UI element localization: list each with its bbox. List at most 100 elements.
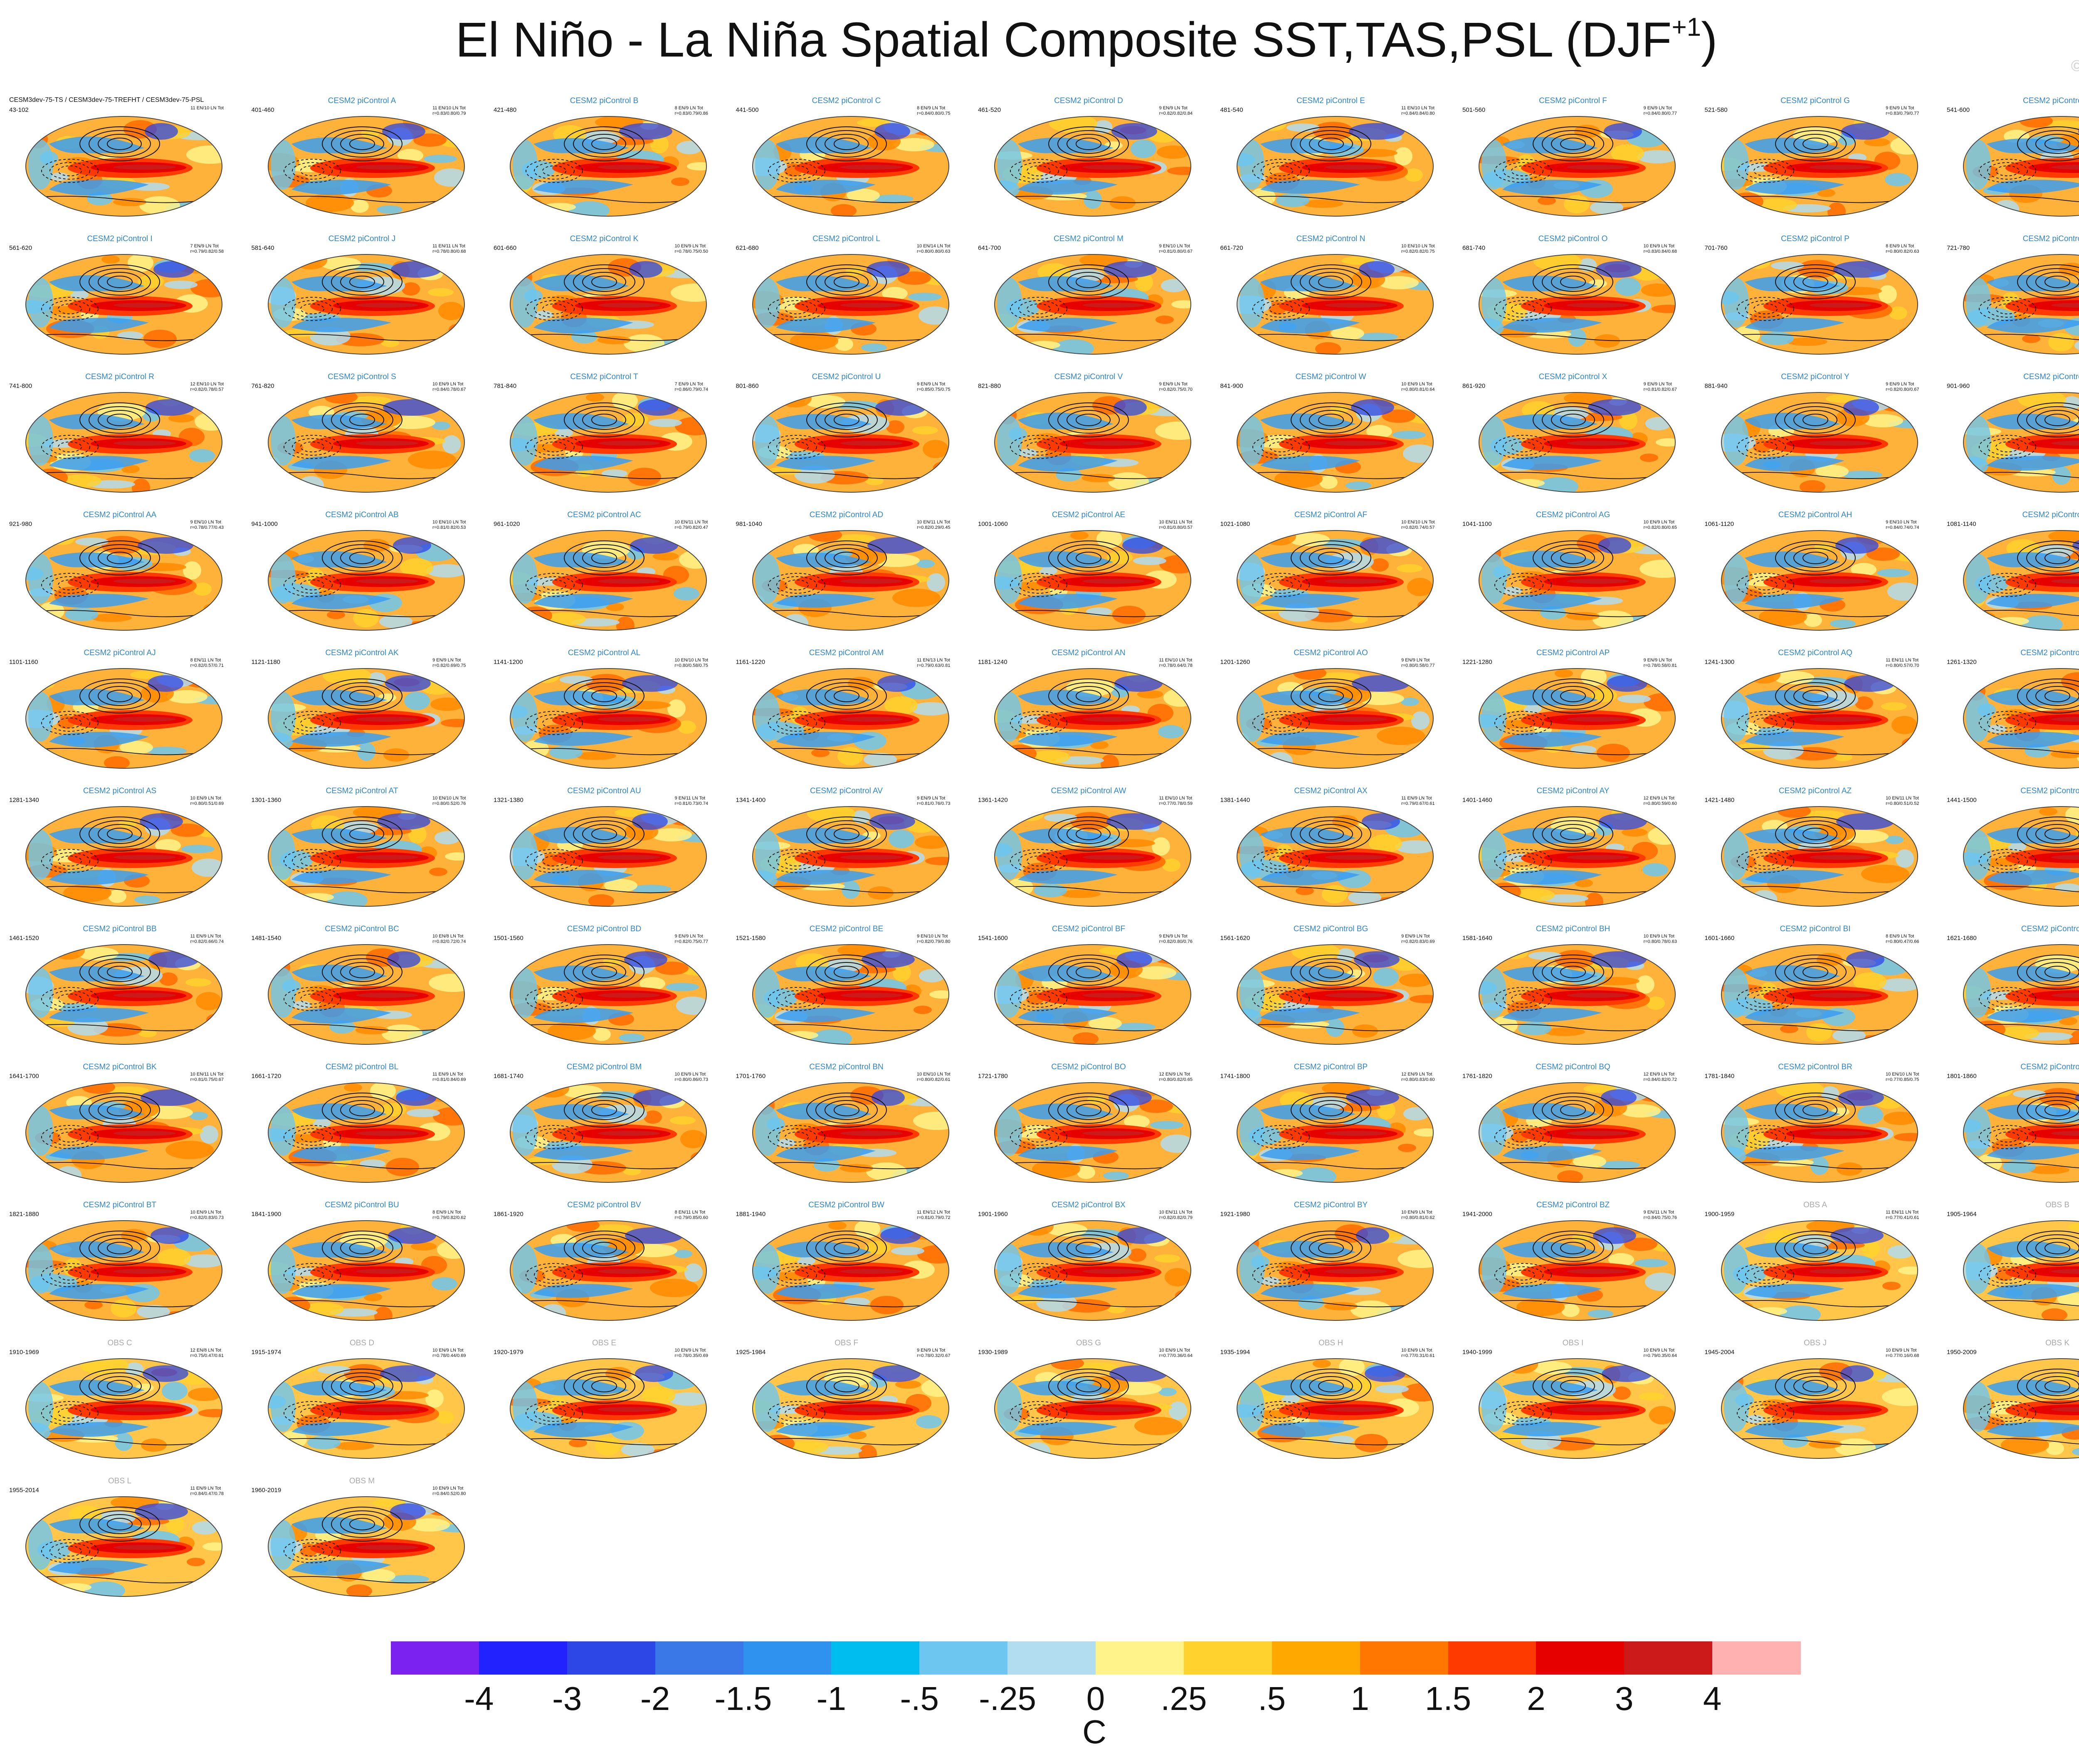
panel-years: 921-980: [9, 521, 32, 528]
panel-stats: 11 EN/10 LN Tot r=0.83/0.80/0.79: [432, 106, 466, 116]
colorbar-tick-label: .25: [1160, 1680, 1207, 1717]
map-panel: CESM2 piControl BR 1781-1840 10 EN/10 LN T…: [1699, 1063, 1932, 1187]
panel-title: CESM2 piControl BR: [1778, 1063, 1852, 1071]
panel-stats: 9 EN/9 LN Tot r=0.78/0.32/0.67: [917, 1348, 951, 1358]
colorbar-units: C: [1082, 1713, 1106, 1750]
panel-years: 1781-1840: [1704, 1073, 1735, 1080]
map-panel: CESM2 piControl E 481-540 11 EN/10 LN Tot …: [1215, 96, 1447, 221]
title-close: ): [1701, 12, 1718, 67]
map-panel: OBS C 1910-1969 12 EN/8 LN Tot r=0.75/0.47…: [3, 1339, 236, 1463]
map-plot: [1479, 392, 1676, 493]
map-panel: CESM2 piControl AF 1021-1080 10 EN/10 LN T…: [1215, 511, 1447, 635]
panel-title: CESM2 piControl AJ: [84, 649, 156, 657]
panel-stats: 9 EN/9 LN Tot r=0.84/0.80/0.77: [1643, 106, 1677, 116]
panel-title: CESM2 piControl U: [812, 373, 881, 381]
panel-years: 1021-1080: [1220, 521, 1250, 528]
panel-title: CESM2 piControl Y: [1781, 373, 1849, 381]
map-plot: [752, 806, 949, 907]
map-plot: [1721, 1220, 1918, 1321]
map-plot: [267, 806, 465, 907]
colorbar-cell: [831, 1641, 920, 1675]
title-text: El Niño - La Niña Spatial Composite SST,…: [455, 12, 1672, 67]
panel-years: 1821-1880: [9, 1211, 39, 1218]
panel-years: 1960-2019: [251, 1487, 281, 1494]
map-plot: [752, 530, 949, 631]
colorbar-tick-label: 4: [1703, 1680, 1722, 1717]
panel-stats: 10 EN/9 LN Tot r=0.78/0.75/0.50: [674, 244, 708, 254]
panel-title: CESM2 piControl AR: [2020, 649, 2079, 657]
map-panel: CESM2 piControl AN 1181-1240 11 EN/10 LN T…: [972, 649, 1205, 773]
panel-title: CESM2 piControl BD: [567, 925, 642, 933]
panel-years: 1801-1860: [1947, 1073, 1977, 1080]
panel-stats: 12 EN/9 LN Tot r=0.80/0.82/0.65: [1159, 1072, 1193, 1082]
map-panel: OBS J 1945-2004 10 EN/9 LN Tot r=0.77/0.16…: [1699, 1339, 1932, 1463]
panel-title: OBS F: [834, 1339, 858, 1347]
map-plot: [994, 116, 1191, 217]
map-plot: [1236, 392, 1434, 493]
map-plot: [752, 116, 949, 217]
panel-title: CESM2 piControl BA: [2020, 787, 2079, 795]
panel-title: CESM2 piControl BE: [809, 925, 884, 933]
panel-years: 1161-1220: [736, 659, 765, 666]
map-plot: [267, 392, 465, 493]
map-plot: [510, 944, 707, 1045]
map-panel: CESM2 piControl J 581-640 11 EN/11 LN Tot …: [246, 234, 479, 359]
panel-years: 1481-1540: [251, 935, 281, 942]
map-plot: [267, 530, 465, 631]
map-plot: [25, 254, 222, 355]
panel-years: 1841-1900: [251, 1211, 281, 1218]
panel-years: 1001-1060: [978, 521, 1008, 528]
panel-title: CESM2 piControl BV: [567, 1201, 641, 1209]
panel-title: CESM2 piControl BK: [83, 1063, 157, 1071]
colorbar-cell: [655, 1641, 744, 1675]
panel-years: 1930-1989: [978, 1349, 1008, 1356]
panel-title: CESM2 piControl BF: [1052, 925, 1126, 933]
map-plot: [1479, 668, 1676, 769]
colorbar-tick-label: 1.5: [1425, 1680, 1472, 1717]
panel-stats: 10 EN/8 LN Tot r=0.82/0.72/0.74: [432, 934, 466, 944]
panel-title: CESM2 piControl AT: [326, 787, 398, 795]
panel-stats: 10 EN/10 LN Tot r=0.82/0.74/0.57: [1401, 520, 1435, 530]
map-plot: [1963, 530, 2079, 631]
map-plot: [1963, 116, 2079, 217]
map-plot: [1479, 944, 1676, 1045]
panel-title: CESM2 piControl AE: [1052, 511, 1126, 519]
panel-title: OBS H: [1318, 1339, 1343, 1347]
map-panel: CESM2 piControl BW 1881-1940 11 EN/12 LN T…: [730, 1201, 963, 1325]
panel-title: CESM2 piControl AN: [1052, 649, 1126, 657]
panel-years: 1121-1180: [251, 659, 281, 666]
map-panel: CESM2 piControl V 821-880 9 EN/9 LN Tot r=…: [972, 373, 1205, 497]
map-plot: [25, 392, 222, 493]
panel-stats: 10 EN/9 LN Tot r=0.80/0.86/0.73: [674, 1072, 708, 1082]
panel-title: CESM2 piControl AY: [1536, 787, 1610, 795]
panel-title: CESM2 piControl BJ: [2021, 925, 2079, 933]
panel-years: 1900-1959: [1704, 1211, 1735, 1218]
panel-stats: 8 EN/9 LN Tot r=0.83/0.79/0.86: [674, 106, 708, 116]
map-panel: CESM2 piControl BU 1841-1900 8 EN/9 LN Tot…: [246, 1201, 479, 1325]
panel-years: 1401-1460: [1462, 797, 1492, 804]
panel-stats: 12 EN/10 LN Tot r=0.82/0.78/0.57: [190, 382, 224, 392]
map-panel: CESM2 piControl BL 1661-1720 11 EN/9 LN To…: [246, 1063, 479, 1187]
panel-title: CESM2 piControl A: [328, 96, 396, 105]
panel-stats: 9 EN/9 LN Tot r=0.81/0.82/0.67: [1643, 382, 1677, 392]
map-panel: CESM2 piControl BV 1861-1920 8 EN/11 LN To…: [488, 1201, 721, 1325]
colorbar-cell: [1448, 1641, 1537, 1675]
panel-stats: 9 EN/10 LN Tot r=0.82/0.79/0.80: [917, 934, 951, 944]
map-plot: [752, 668, 949, 769]
panel-stats: 8 EN/11 LN Tot r=0.79/0.85/0.60: [674, 1210, 708, 1220]
panel-stats: 8 EN/9 LN Tot r=0.80/0.82/0.63: [1886, 244, 1919, 254]
map-plot: [1479, 1358, 1676, 1459]
panel-title: CESM2 piControl AX: [1294, 787, 1368, 795]
panel-years: 1935-1994: [1220, 1349, 1250, 1356]
panel-title: CESM2 piControl BW: [808, 1201, 884, 1209]
panel-years: 1925-1984: [736, 1349, 766, 1356]
panel-title: OBS I: [1562, 1339, 1584, 1347]
colorbar-cell: [391, 1641, 479, 1675]
panel-stats: 9 EN/9 LN Tot r=0.78/0.58/0.81: [1643, 658, 1677, 668]
panel-stats: 9 EN/9 LN Tot r=0.82/0.69/0.75: [432, 658, 466, 668]
map-panel: OBS G 1930-1989 10 EN/9 LN Tot r=0.77/0.36…: [972, 1339, 1205, 1463]
panel-years: 981-1040: [736, 521, 762, 528]
panel-stats: 11 EN/9 LN Tot r=0.84/0.47/0.78: [190, 1486, 224, 1496]
panel-grid: CESM3dev-75-TS / CESM3dev-75-TREFHT / CE…: [3, 96, 2079, 1597]
